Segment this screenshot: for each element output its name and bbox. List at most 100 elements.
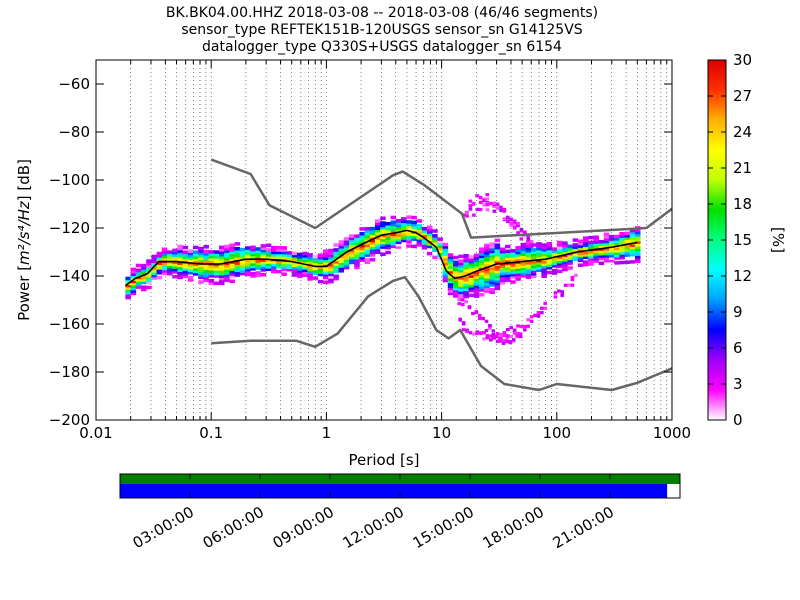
- psd-cell: [375, 224, 381, 228]
- psd-cell: [411, 227, 417, 232]
- psd-cell: [343, 244, 350, 248]
- psd-cell: [520, 271, 527, 276]
- psd-cell: [609, 239, 615, 244]
- psd-cell: [520, 242, 527, 247]
- psd-cell: [458, 271, 464, 275]
- psd-cell: [177, 268, 183, 273]
- psd-cell: [161, 261, 168, 266]
- colorbar: 0 3 6 9 12 15 18 21 24 27 30: [707, 51, 752, 429]
- psd-cell: [614, 249, 620, 253]
- psd-cell: [442, 259, 449, 264]
- colorbar-tick-label: 12: [733, 267, 752, 285]
- psd-cell: [156, 275, 163, 280]
- psd-cell: [265, 255, 272, 260]
- psd-cell: [193, 264, 199, 269]
- psd-cell: [536, 254, 542, 258]
- psd-cell: [224, 247, 230, 251]
- psd-cell: [395, 240, 402, 245]
- psd-cell: [323, 270, 329, 275]
- psd-cell: [229, 245, 235, 250]
- psd-cell: [359, 243, 365, 248]
- psd-cell: [421, 238, 428, 243]
- psd-cell: [161, 269, 168, 273]
- psd-cell: [141, 278, 147, 282]
- psd-cell: [593, 240, 599, 244]
- psd-cell: [213, 264, 220, 269]
- y-tick-label: −120: [49, 219, 90, 237]
- psd-cell: [494, 269, 501, 274]
- psd-cell: [234, 251, 241, 256]
- psd-cell: [479, 283, 485, 287]
- psd-cell: [485, 336, 490, 340]
- psd-cell: [146, 278, 152, 283]
- psd-cell: [198, 246, 204, 251]
- psd-cell: [509, 334, 514, 339]
- psd-cell: [432, 255, 438, 260]
- psd-cell: [598, 261, 605, 266]
- psd-cell: [516, 224, 520, 228]
- psd-cell: [567, 283, 571, 287]
- psd-cell: [593, 245, 599, 249]
- psd-cell: [529, 319, 534, 323]
- psd-cell: [312, 259, 319, 264]
- psd-cell: [286, 255, 293, 260]
- psd-cell: [515, 250, 521, 255]
- psd-cell: [130, 291, 137, 296]
- psd-cell: [572, 238, 579, 242]
- psd-cell: [447, 258, 454, 262]
- psd-cell: [281, 253, 287, 257]
- psd-cell: [609, 254, 615, 258]
- psd-cell: [447, 282, 454, 286]
- psd-cell: [177, 273, 183, 277]
- psd-cell: [432, 246, 438, 250]
- psd-cell: [395, 238, 402, 242]
- psd-cell: [492, 201, 497, 205]
- psd-cell: [461, 322, 466, 326]
- psd-cell: [603, 242, 610, 246]
- psd-cell: [323, 256, 329, 261]
- psd-cell: [463, 280, 469, 284]
- psd-coverage-bar: [120, 484, 668, 498]
- psd-cell: [193, 267, 199, 271]
- timeline-tick-label: 21:00:00: [550, 503, 617, 552]
- y-tick-label: −100: [49, 171, 90, 189]
- psd-cell: [465, 214, 469, 218]
- psd-cell: [624, 241, 631, 245]
- psd-cell: [380, 252, 386, 257]
- psd-cell: [432, 234, 438, 238]
- psd-cell: [260, 265, 267, 270]
- psd-cell: [187, 258, 194, 263]
- psd-cell: [239, 271, 246, 276]
- psd-cell: [492, 209, 497, 213]
- psd-cell: [619, 253, 625, 258]
- psd-cell: [333, 267, 339, 271]
- psd-cell: [525, 268, 532, 272]
- psd-cell: [364, 241, 371, 245]
- psd-cell: [557, 289, 561, 293]
- psd-cell: [494, 335, 499, 339]
- psd-cell: [505, 266, 511, 270]
- psd-cell: [250, 271, 256, 276]
- psd-cell: [234, 246, 241, 251]
- psd-cell: [516, 221, 520, 226]
- psd-cell: [333, 255, 339, 259]
- psd-cell: [491, 335, 496, 339]
- psd-cell: [390, 222, 397, 227]
- psd-cell: [338, 242, 345, 247]
- psd-cell: [375, 221, 381, 226]
- psd-cell: [603, 232, 610, 237]
- psd-cell: [629, 238, 636, 243]
- psd-cell: [182, 262, 189, 267]
- psd-cell: [484, 286, 490, 291]
- psd-cell: [375, 248, 381, 252]
- psd-cell: [219, 257, 225, 262]
- psd-cell: [406, 244, 412, 248]
- psd-cell: [464, 300, 468, 304]
- psd-cell: [506, 219, 510, 224]
- psd-cell: [161, 247, 168, 252]
- psd-cell: [546, 244, 553, 248]
- psd-cell: [510, 280, 516, 284]
- psd-cell: [328, 258, 334, 262]
- psd-cell: [442, 271, 449, 276]
- psd-cell: [619, 236, 625, 241]
